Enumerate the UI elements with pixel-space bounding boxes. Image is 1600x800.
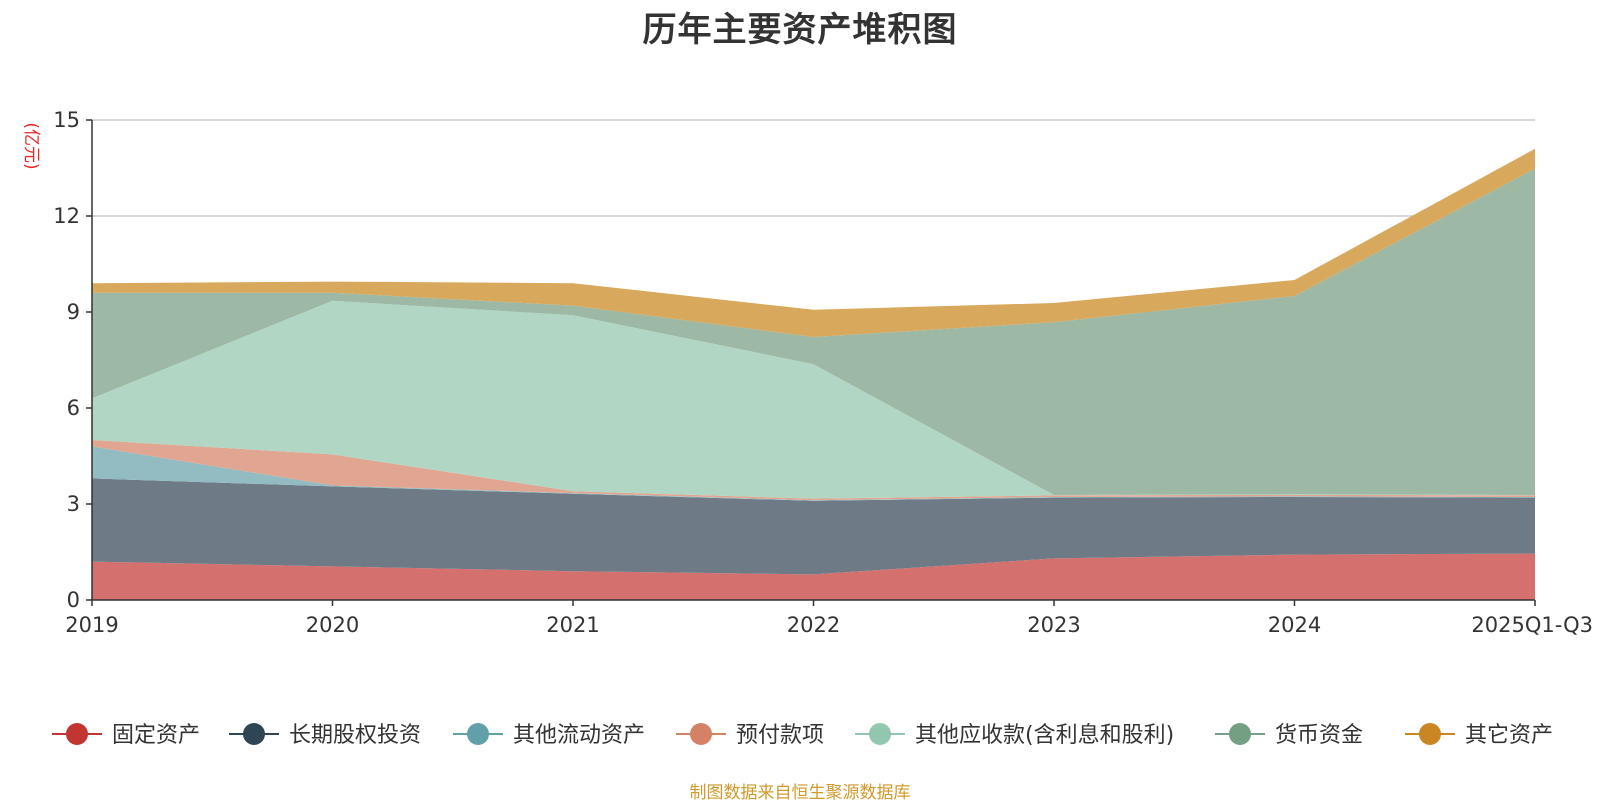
x-tick-label-6: 2025Q1-Q3 <box>1471 613 1593 637</box>
legend-marker-2 <box>467 723 489 745</box>
area-series-4 <box>92 300 1535 499</box>
y-tick-label-0: 0 <box>67 588 80 612</box>
legend: 固定资产 长期股权投资 其他流动资产 预付款项 其他应收款(含利息和股利) 货币资金 其它资… <box>52 723 1553 748</box>
legend-label-6: 其它资产 <box>1465 723 1553 748</box>
legend-marker-0 <box>66 723 88 745</box>
y-tick-label-3: 9 <box>67 300 80 324</box>
y-axis-unit-label: (亿元) <box>21 122 41 169</box>
axis-layer: 0 3 6 9 12 15 2019 2020 2021 2022 2023 2024 2025Q1-Q… <box>21 108 1593 637</box>
source-note: 制图数据来自恒生聚源数据库 <box>689 783 911 800</box>
legend-marker-3 <box>690 723 712 745</box>
legend-marker-1 <box>243 723 265 745</box>
legend-label-4: 其他应收款(含利息和股利) <box>915 723 1174 748</box>
area-series-6 <box>92 148 1535 337</box>
legend-label-1: 长期股权投资 <box>289 723 421 748</box>
area-series-0 <box>92 553 1535 600</box>
x-tick-label-0: 2019 <box>65 613 118 637</box>
y-tick-label-1: 3 <box>67 492 80 516</box>
x-tick-label-5: 2024 <box>1268 613 1321 637</box>
legend-marker-4 <box>869 723 891 745</box>
x-tick-label-2: 2021 <box>546 613 599 637</box>
x-tick-label-1: 2020 <box>306 613 359 637</box>
legend-marker-6 <box>1419 723 1441 745</box>
x-tick-label-4: 2023 <box>1027 613 1080 637</box>
legend-marker-5 <box>1229 723 1251 745</box>
chart-title: 历年主要资产堆积图 <box>642 10 958 50</box>
legend-label-2: 其他流动资产 <box>513 723 645 748</box>
y-tick-label-4: 12 <box>53 204 80 228</box>
area-series-3 <box>92 440 1535 501</box>
legend-label-0: 固定资产 <box>112 723 200 748</box>
area-series-1 <box>92 478 1535 575</box>
x-tick-label-3: 2022 <box>787 613 840 637</box>
legend-label-5: 货币资金 <box>1275 723 1363 748</box>
area-layer <box>92 148 1535 600</box>
y-tick-label-2: 6 <box>67 396 80 420</box>
legend-label-3: 预付款项 <box>736 723 824 748</box>
y-tick-label-5: 15 <box>53 108 80 132</box>
area-series-5 <box>92 168 1535 495</box>
